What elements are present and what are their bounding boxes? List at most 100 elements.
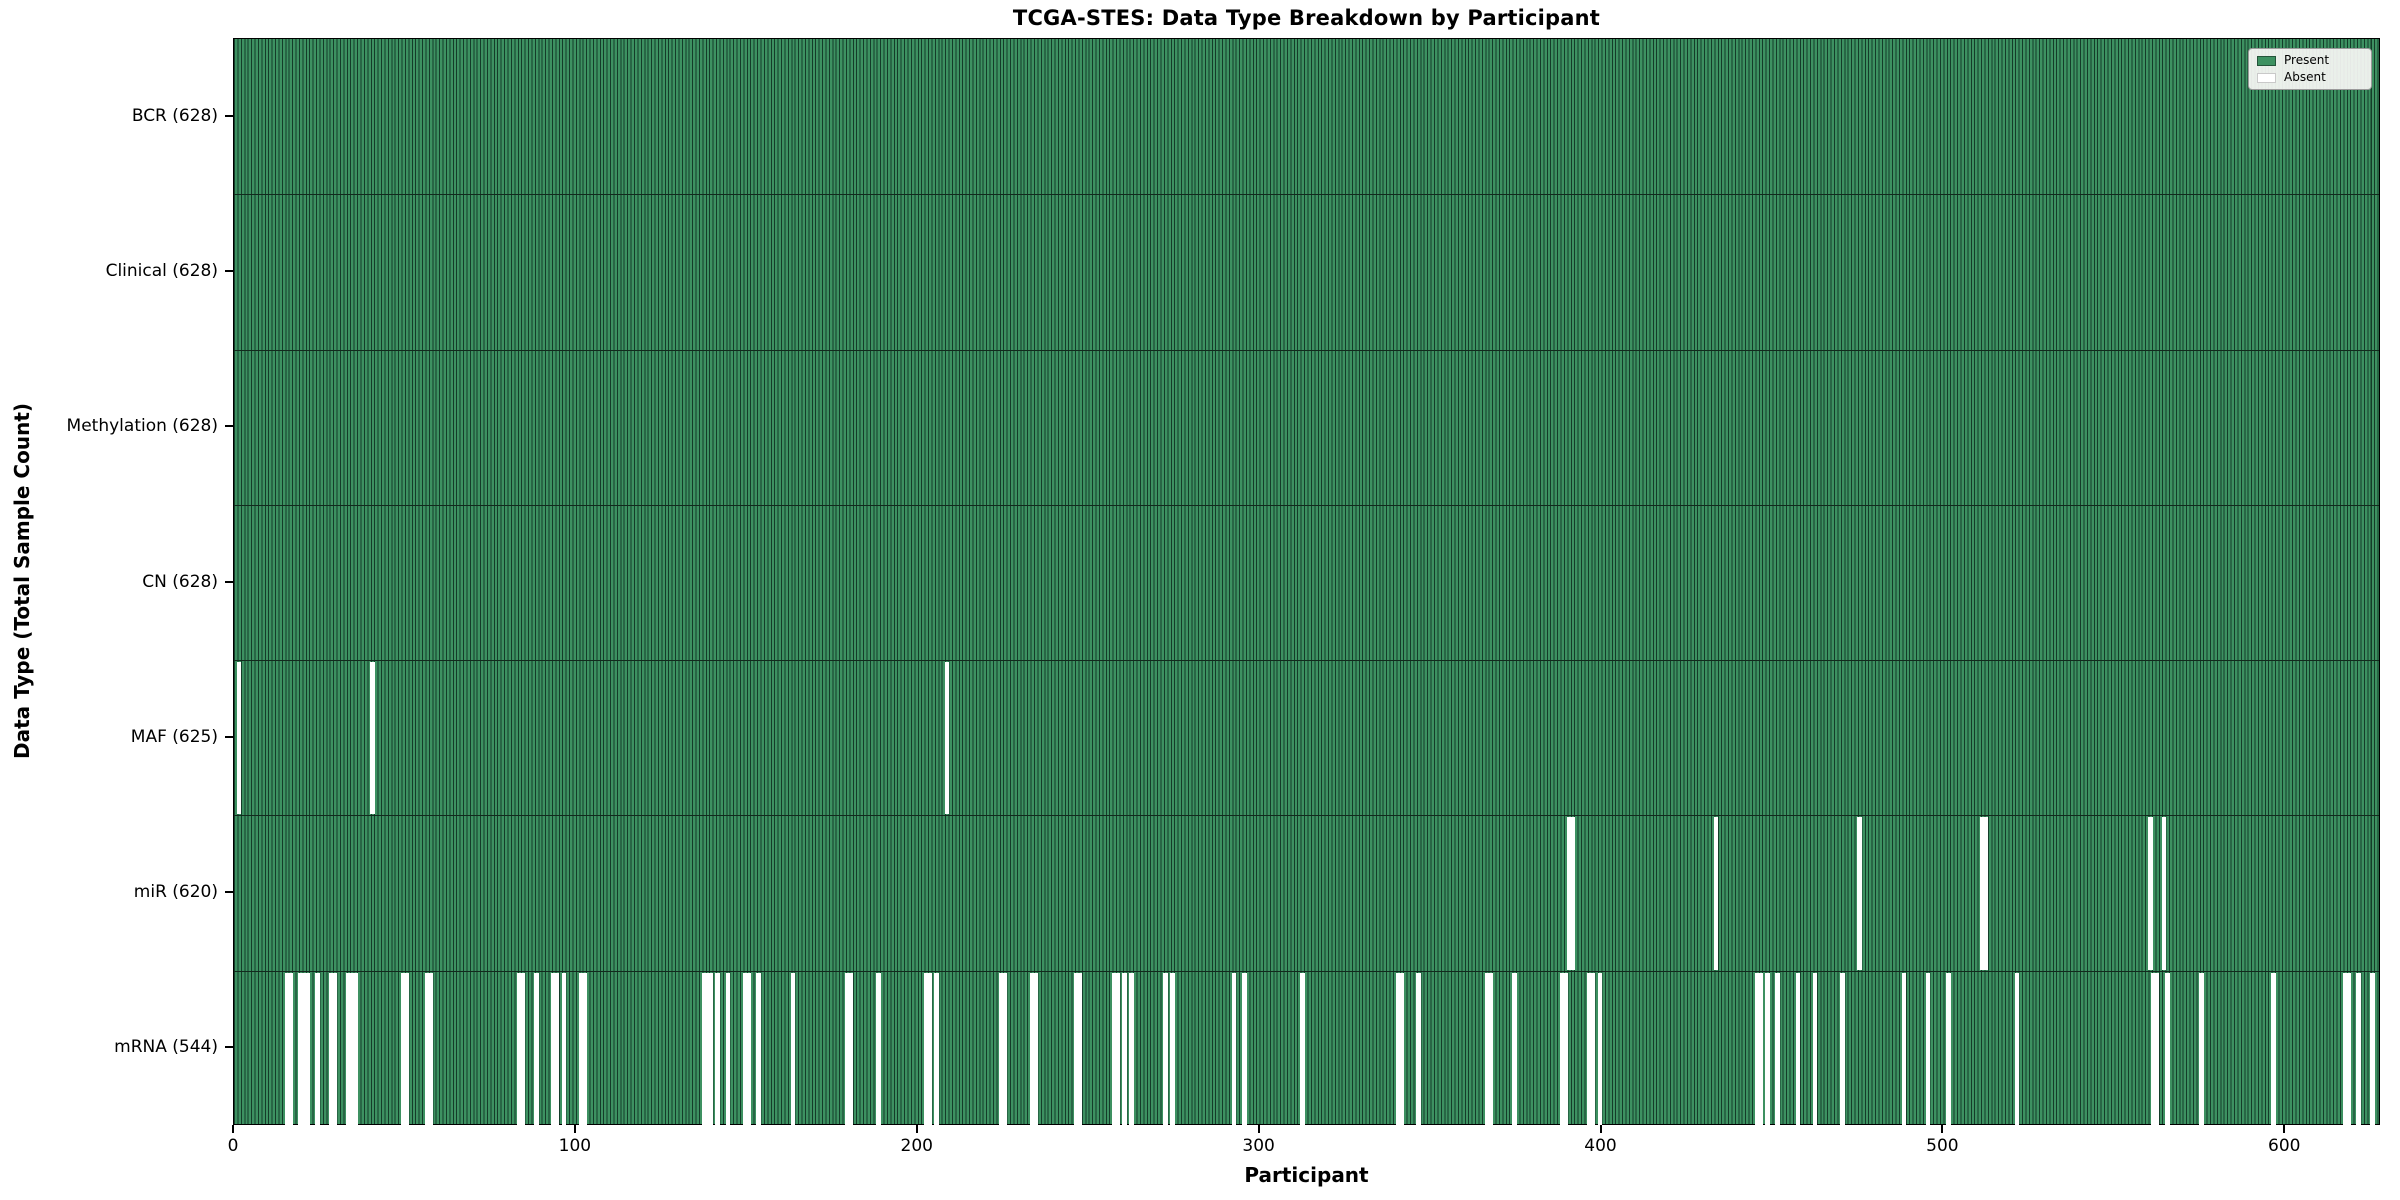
- absent-gap: [2147, 817, 2153, 970]
- absent-gap: [701, 972, 707, 1125]
- absent-gap: [236, 662, 242, 815]
- absent-gap: [1512, 972, 1517, 1125]
- absent-gap: [1566, 817, 1572, 970]
- ytick-label-bcr: BCR (628): [131, 105, 218, 126]
- absent-gap: [404, 972, 409, 1125]
- absent-gap: [715, 972, 721, 1125]
- absent-gap: [1925, 972, 1931, 1125]
- absent-gap: [1597, 972, 1603, 1125]
- legend: Present Absent: [2248, 48, 2372, 90]
- ytick-mark: [225, 735, 233, 738]
- absent-gap: [1002, 972, 1008, 1125]
- absent-gap: [934, 972, 939, 1125]
- absent-gap: [848, 972, 854, 1125]
- legend-present-label: Present: [2284, 53, 2330, 67]
- absent-gap: [301, 972, 307, 1125]
- absent-gap: [305, 972, 310, 1125]
- absent-gap: [708, 972, 714, 1125]
- absent-gap: [1122, 972, 1127, 1125]
- absent-gap: [284, 972, 290, 1125]
- absent-gap: [2342, 972, 2348, 1125]
- absent-gap: [725, 972, 731, 1125]
- absent-gap: [742, 972, 748, 1125]
- ytick-label-mrna: mRNA (544): [114, 1037, 218, 1058]
- absent-gap: [554, 972, 560, 1125]
- absent-gap: [746, 972, 751, 1125]
- absent-gap: [1765, 972, 1770, 1125]
- ytick-label-clinical: Clinical (628): [105, 260, 218, 281]
- row-maf: [234, 660, 2379, 815]
- absent-gap: [1758, 972, 1763, 1125]
- absent-gap: [2154, 972, 2160, 1125]
- present-swatch-icon: [2257, 55, 2276, 66]
- absent-gap: [329, 972, 334, 1125]
- absent-gap: [1840, 972, 1845, 1125]
- xtick-mark: [1599, 1125, 1602, 1133]
- absent-gap: [428, 972, 433, 1125]
- row-methylation: [234, 349, 2379, 505]
- absent-gap: [349, 972, 355, 1125]
- absent-gap: [1115, 972, 1121, 1125]
- xtick-mark: [1941, 1125, 1944, 1133]
- absent-swatch-icon: [2257, 72, 2276, 83]
- absent-gap: [845, 972, 850, 1125]
- xtick-label-200: 200: [900, 1136, 933, 1156]
- x-axis-label: Participant: [1244, 1163, 1369, 1187]
- absent-gap: [2271, 972, 2276, 1125]
- absent-gap: [1033, 972, 1038, 1125]
- absent-gap: [2014, 972, 2020, 1125]
- absent-gap: [1129, 972, 1134, 1125]
- legend-item-absent: Absent: [2257, 71, 2363, 84]
- absent-gap: [1563, 972, 1568, 1125]
- absent-gap: [315, 972, 321, 1125]
- xtick-label-300: 300: [1242, 1136, 1275, 1156]
- absent-gap: [2151, 972, 2156, 1125]
- absent-gap: [1484, 972, 1490, 1125]
- absent-gap: [1074, 972, 1080, 1125]
- ytick-mark: [225, 1046, 233, 1049]
- absent-gap: [1775, 972, 1780, 1125]
- absent-gap: [1946, 972, 1951, 1125]
- absent-gap: [1231, 972, 1237, 1125]
- xtick-label-0: 0: [227, 1136, 239, 1156]
- absent-gap: [876, 972, 881, 1125]
- absent-gap: [1300, 972, 1305, 1125]
- row-bcr: [234, 39, 2379, 194]
- chart-title: TCGA-STES: Data Type Breakdown by Partic…: [1012, 6, 1601, 30]
- absent-gap: [1587, 972, 1592, 1125]
- xtick-label-500: 500: [1926, 1136, 1959, 1156]
- row-mir: [234, 815, 2379, 970]
- absent-gap: [298, 972, 303, 1125]
- absent-gap: [520, 972, 526, 1125]
- absent-gap: [1570, 817, 1575, 970]
- xtick-label-400: 400: [1584, 1136, 1617, 1156]
- legend-absent-label: Absent: [2284, 70, 2326, 84]
- absent-gap: [1795, 972, 1801, 1125]
- xtick-mark: [573, 1125, 576, 1133]
- ytick-mark: [225, 269, 233, 272]
- absent-gap: [561, 972, 567, 1125]
- ytick-label-mir: miR (620): [133, 882, 218, 903]
- absent-gap: [1980, 817, 1985, 970]
- row-cn: [234, 504, 2379, 660]
- absent-gap: [288, 972, 293, 1125]
- xtick-label-600: 600: [2268, 1136, 2301, 1156]
- ytick-mark: [225, 114, 233, 117]
- xtick-mark: [915, 1125, 918, 1133]
- ytick-mark: [225, 891, 233, 894]
- absent-gap: [944, 662, 950, 815]
- ytick-label-cn: CN (628): [142, 571, 218, 592]
- absent-gap: [1901, 972, 1907, 1125]
- absent-gap: [517, 972, 522, 1125]
- absent-gap: [1399, 972, 1404, 1125]
- xtick-mark: [232, 1125, 234, 1133]
- absent-gap: [2370, 972, 2375, 1125]
- ytick-label-maf: MAF (625): [130, 726, 218, 747]
- absent-gap: [2199, 972, 2204, 1125]
- absent-gap: [2161, 817, 2167, 970]
- absent-gap: [2356, 972, 2362, 1125]
- legend-item-present: Present: [2257, 54, 2363, 67]
- xtick-mark: [2283, 1125, 2286, 1133]
- ytick-mark: [225, 425, 233, 428]
